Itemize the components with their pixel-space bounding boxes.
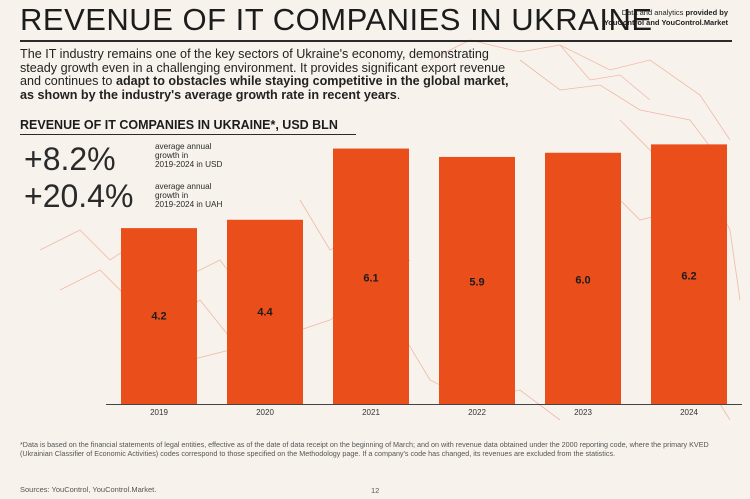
bar-2022	[439, 156, 515, 404]
intro-paragraph: The IT industry remains one of the key s…	[20, 47, 520, 102]
sources-note: Sources: YouControl, YouControl.Market.	[20, 485, 157, 494]
page-title: REVENUE OF IT COMPANIES IN UKRAINE	[20, 2, 653, 37]
x-axis-line	[106, 404, 742, 405]
x-tick-label-2023: 2023	[574, 408, 592, 417]
stat-usd-desc-line: 2019-2024 in USD	[155, 160, 223, 170]
data-provider-note: Data and analytics provided by YouContro…	[538, 8, 728, 28]
bar-value-label-2022: 5.9	[469, 276, 484, 288]
bar-2021	[333, 148, 409, 404]
title-divider	[20, 40, 732, 42]
provider-names: YouControl and YouControl.Market	[603, 18, 728, 27]
intro-text-end: .	[396, 87, 401, 102]
bar-value-label-2024: 6.2	[681, 270, 696, 282]
bar-2023	[545, 152, 621, 404]
bar-value-label-2023: 6.0	[575, 274, 590, 286]
stat-uah-desc-line: growth in	[155, 191, 189, 201]
stat-uah-desc-line: 2019-2024 in UAH	[155, 200, 223, 210]
x-tick-label-2022: 2022	[468, 408, 486, 417]
intro-text-bold: adapt to obstacles while staying competi…	[20, 74, 509, 102]
provider-bold: provided by	[685, 8, 728, 17]
x-tick-label-2024: 2024	[680, 408, 698, 417]
intro-text: The IT industry remains one of the key s…	[20, 47, 506, 88]
stat-uah-description: average annual growth in 2019-2024 in UA…	[155, 182, 265, 210]
bar-value-label-2019: 4.2	[151, 311, 166, 323]
bar-value-label-2020: 4.4	[257, 307, 273, 319]
stat-usd-desc-line: average annual	[155, 142, 212, 151]
chart-title: REVENUE OF IT COMPANIES IN UKRAINE*, USD…	[20, 118, 338, 132]
x-tick-label-2020: 2020	[256, 408, 274, 417]
x-tick-label-2019: 2019	[150, 408, 168, 417]
page-number: 12	[371, 486, 380, 495]
footnote: *Data is based on the financial statemen…	[20, 440, 709, 458]
stat-uah-value: +20.4%	[24, 178, 134, 214]
bar-2019	[121, 228, 197, 404]
x-tick-label-2021: 2021	[362, 408, 380, 417]
bar-2020	[227, 219, 303, 404]
stat-usd-description: average annual growth in 2019-2024 in US…	[155, 142, 265, 170]
bar-2024	[651, 144, 727, 404]
provider-prefix: Data and analytics	[621, 8, 686, 17]
stat-usd-desc-line: growth in	[155, 151, 189, 161]
bar-value-label-2021: 6.1	[363, 272, 378, 284]
chart-title-divider	[20, 134, 356, 135]
stat-usd-value: +8.2%	[24, 141, 116, 177]
stat-uah-desc-line: average annual	[155, 182, 212, 191]
